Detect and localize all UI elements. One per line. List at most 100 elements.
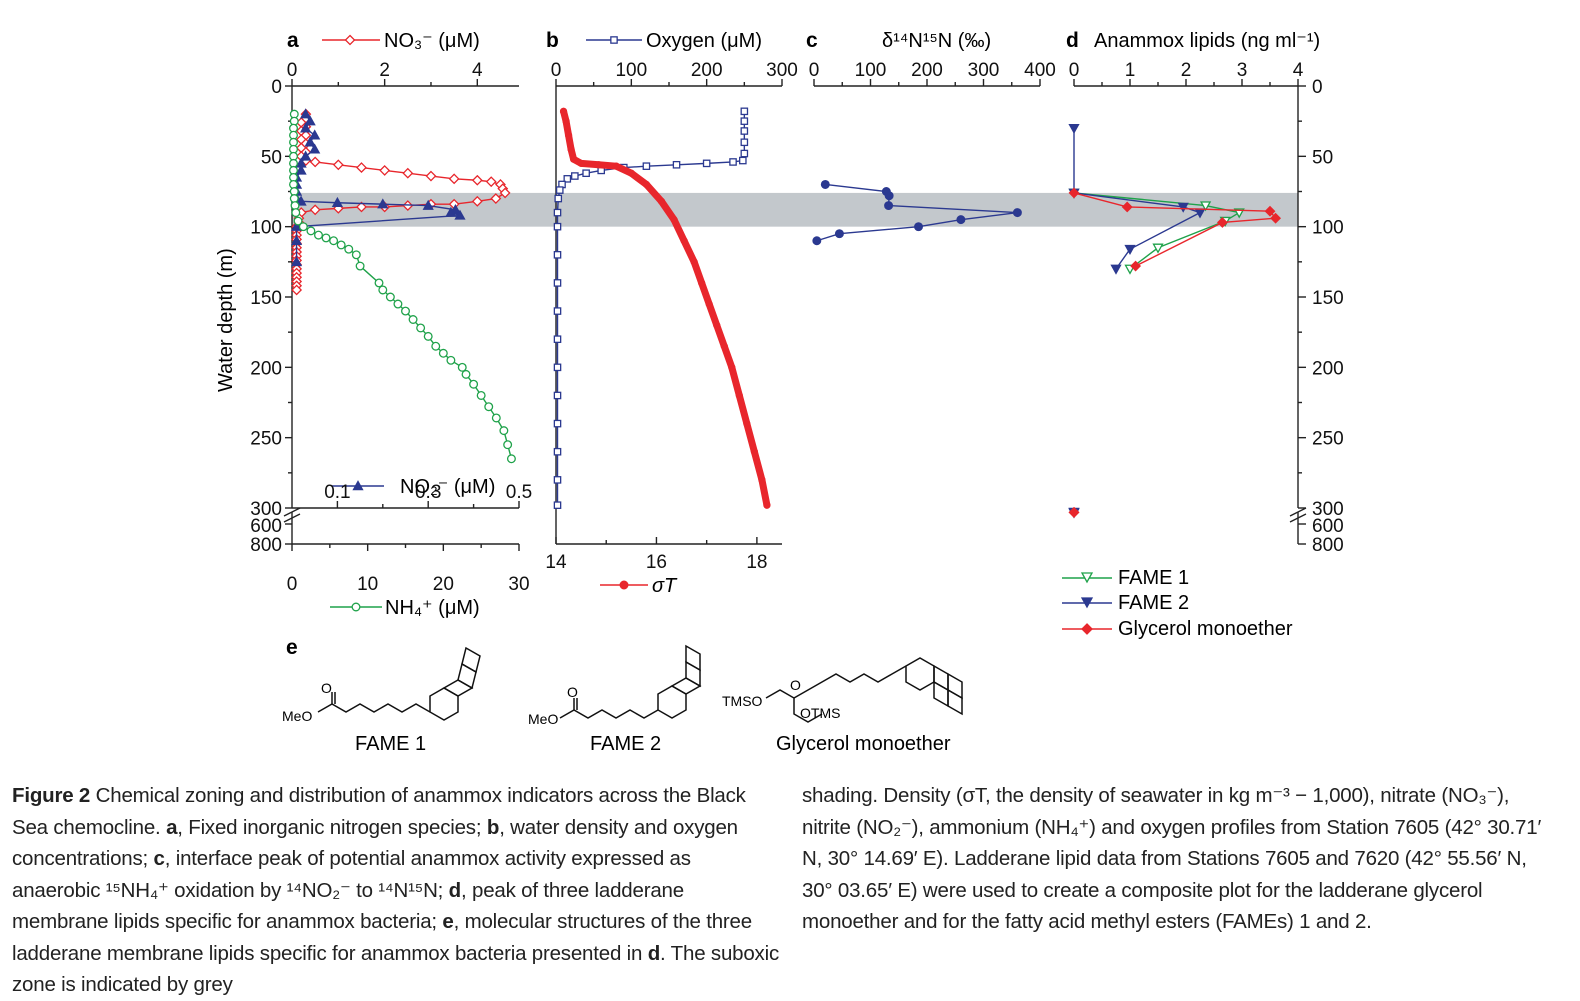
no3-axis-tick-label: 2 <box>379 60 390 81</box>
legend-fame2-marker <box>1080 597 1094 609</box>
series-no2-point <box>290 255 303 267</box>
series-nh4-point <box>293 216 303 226</box>
series-oxygen-point <box>563 175 572 183</box>
panel-e-letter: e <box>286 636 298 659</box>
depth-tick-label-left: 0 <box>271 77 282 98</box>
series-no2-point <box>445 206 457 217</box>
series-glycerol-monoether-point <box>1130 260 1142 272</box>
series-nh4-point <box>503 440 513 450</box>
series-nh4-point <box>344 244 354 254</box>
series-no3-point <box>332 159 344 171</box>
series-fame-1-point <box>1152 243 1164 254</box>
depth-tick-label-right: 50 <box>1312 147 1333 168</box>
series-nh4-point <box>461 369 471 379</box>
caption-right: shading. Density (σT, the density of sea… <box>802 780 1562 938</box>
density-legend-marker <box>619 580 629 590</box>
series-no2-point <box>295 195 307 206</box>
caption-ref-d: d <box>448 878 462 902</box>
series-oxygen-point <box>553 335 562 343</box>
series-no3-point <box>448 173 460 185</box>
depth-tick-label-left: 250 <box>250 429 282 450</box>
depth-tick-label-right: 300 <box>1312 499 1344 520</box>
caption-ref-b: b <box>486 815 500 839</box>
series-nh4-point <box>491 413 501 423</box>
depth-tick-label-right: 200 <box>1312 358 1344 379</box>
series-density-point <box>750 448 759 456</box>
series-delta-point <box>820 179 830 189</box>
legend-fame1: FAME 1 <box>1118 567 1189 589</box>
gme-otms: OTMS <box>800 705 840 721</box>
series-density-point <box>612 162 620 170</box>
series-glycerol-monoether-point <box>1216 217 1228 228</box>
series-nh4-line <box>292 114 513 459</box>
density-axis-tick-label: 14 <box>545 552 567 573</box>
series-no3-point <box>379 164 391 176</box>
series-fame-2-point <box>1068 123 1080 135</box>
nh4-axis-tick-label: 30 <box>508 574 529 595</box>
depth-tick-label-right: 250 <box>1312 429 1344 450</box>
series-no2-point <box>290 220 303 231</box>
series-oxygen-point <box>554 194 563 203</box>
series-density-point <box>569 155 578 163</box>
no3-axis-tick-label: 4 <box>472 60 483 81</box>
series-fame-2-point <box>1124 244 1136 256</box>
depth-tick-label-left: 800 <box>250 535 282 556</box>
depth-tick-label-left: 100 <box>250 218 282 239</box>
series-glycerol-monoether-point <box>1068 187 1080 199</box>
depth-tick-label-right: 0 <box>1312 77 1323 98</box>
lipids-axis-tick-label: 3 <box>1237 60 1248 81</box>
lipids-axis-tick-label: 1 <box>1125 60 1136 81</box>
caption-text-a: Chemical zoning and distribution of anam… <box>12 784 746 839</box>
series-density-point <box>680 237 688 245</box>
series-oxygen-point <box>740 138 749 147</box>
depth-tick-label-left: 200 <box>250 358 282 379</box>
series-no3-point <box>499 187 511 199</box>
series-nh4-point <box>291 208 301 218</box>
caption-right-text: shading. Density (σT, the density of sea… <box>802 784 1542 933</box>
legend-d: FAME 1 FAME 2 Glycerol monoether <box>1062 567 1293 640</box>
series-delta-point <box>834 229 844 239</box>
caption-text-e: , peak of three ladderane membrane lipid… <box>12 878 684 934</box>
series-nh4-point <box>438 348 448 358</box>
nh4-axis-tick-label: 0 <box>287 574 298 595</box>
series-glycerol-monoether-line <box>1073 192 1277 267</box>
series-nh4-point <box>321 233 331 243</box>
series-oxygen-point <box>553 419 562 428</box>
caption-ref-e: e <box>442 910 454 933</box>
series-no3-point <box>291 284 303 296</box>
caption-ref-d2: d <box>647 941 661 965</box>
fame2-name: FAME 2 <box>590 733 661 755</box>
series-no3-point <box>356 162 367 174</box>
series-no2-point <box>309 143 321 154</box>
oxygen-axis-tick-label: 200 <box>691 60 723 81</box>
depth-tick-label-left: 300 <box>250 499 282 520</box>
figure-svg: 0501001502002503006008000501001502002503… <box>215 29 1344 755</box>
series-oxygen-point <box>553 447 562 456</box>
series-oxygen-point <box>553 501 562 509</box>
y-axis-label: Water depth (m) <box>215 248 237 392</box>
panel-b-letter: b <box>546 29 559 52</box>
series-glycerol-monoether-point <box>1270 212 1282 224</box>
series-no3-point <box>425 170 437 182</box>
density-axis-tick-label: 18 <box>746 552 767 573</box>
caption-text-f: , molecular structures of the three ladd… <box>12 910 752 965</box>
fame1-o: O <box>321 680 332 696</box>
series-delta-point <box>956 215 966 225</box>
series-no2-point <box>454 209 466 220</box>
depth-tick-label-right: 100 <box>1312 218 1344 239</box>
series-oxygen-point <box>740 107 749 116</box>
series-oxygen-point <box>553 307 562 315</box>
series-density-point <box>713 321 721 329</box>
figure-label: Figure 2 <box>12 784 91 807</box>
fame2-o: O <box>567 684 578 700</box>
series-no3-point <box>309 204 321 216</box>
series-no3-point <box>356 201 367 213</box>
no3-legend-marker <box>344 34 356 46</box>
series-density-point <box>758 476 766 484</box>
delta-axis-tick-label: 0 <box>809 60 820 81</box>
figure-2: 0 50 100 150 200 250 300 600 800 0 50 100 150 200 250 3… <box>215 29 1344 755</box>
series-fame-2-point <box>1177 202 1189 213</box>
nh4-legend-marker <box>351 602 361 612</box>
series-oxygen-point <box>729 158 737 166</box>
series-density-point <box>720 342 728 350</box>
